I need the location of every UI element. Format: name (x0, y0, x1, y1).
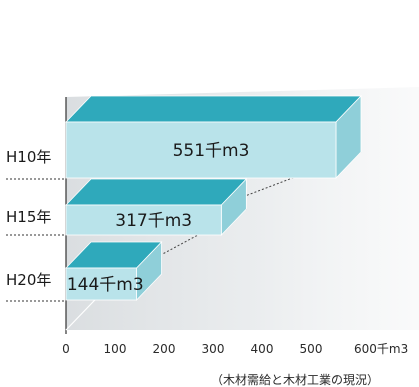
x-tick-labels: 0 100 200 300 400 500 600千m3 (62, 342, 408, 356)
bar-front-face (65, 121, 337, 179)
bars-group (65, 95, 362, 301)
category-label: H10年 (6, 148, 51, 166)
x-tick-label: 200 (153, 342, 176, 356)
bar-front-face (65, 267, 137, 301)
bar-front-face (65, 204, 222, 236)
value-label: 551千m3 (173, 141, 250, 161)
source-note: （木材需給と木材工業の現況） (211, 372, 379, 387)
x-tick-label: 500 (300, 342, 323, 356)
bar (65, 241, 163, 301)
category-label: H20年 (6, 271, 51, 289)
value-labels: 551千m3 317千m3 144千m3 (67, 141, 250, 295)
value-label: 317千m3 (115, 211, 192, 231)
bar-top-face (65, 178, 248, 206)
category-separators (6, 178, 66, 302)
x-tick-label: 100 (104, 342, 127, 356)
bar (65, 178, 248, 236)
x-tick-label: 300 (202, 342, 225, 356)
value-label: 144千m3 (67, 275, 144, 295)
bar (65, 95, 362, 179)
x-tick-label: 400 (251, 342, 274, 356)
bar-top-face (65, 95, 362, 123)
x-tick-label: 600千m3 (354, 342, 408, 356)
category-label: H15年 (6, 208, 51, 226)
category-labels: H10年 H15年 H20年 (6, 148, 51, 289)
x-tick-label: 0 (62, 342, 70, 356)
